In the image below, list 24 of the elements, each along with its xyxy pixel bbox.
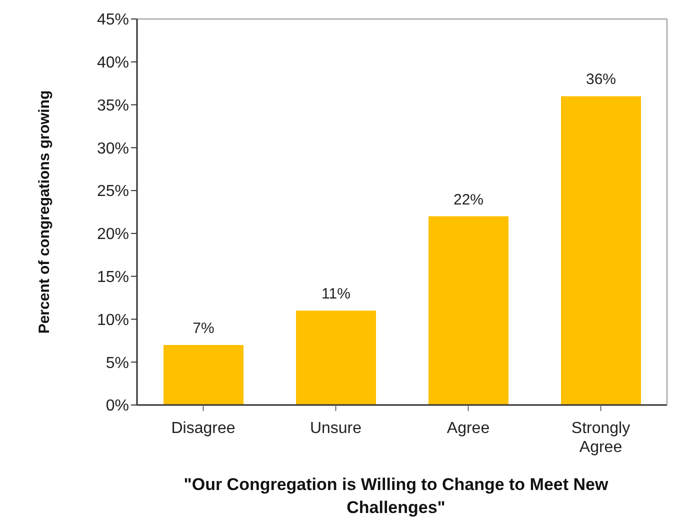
- y-tick-label: 20%: [96, 226, 129, 244]
- y-tick-label: 45%: [96, 12, 129, 29]
- y-tick-label: 10%: [96, 312, 129, 329]
- y-tick-label: 30%: [96, 140, 129, 158]
- y-tick-label: 0%: [106, 398, 129, 415]
- x-tick-label: Disagree: [171, 420, 236, 437]
- bar: [296, 310, 376, 405]
- x-tick-label: Agree: [446, 420, 490, 437]
- data-label: 11%: [322, 286, 350, 303]
- y-axis-title: Percent of congregations growing: [36, 90, 54, 334]
- y-tick-label: 5%: [106, 354, 129, 372]
- y-tick-label: 15%: [96, 269, 129, 286]
- data-label: 36%: [586, 71, 616, 88]
- data-label: 7%: [192, 320, 214, 337]
- y-tick-label: 35%: [96, 97, 129, 114]
- y-tick-label: 40%: [96, 54, 129, 72]
- y-tick-label: 25%: [96, 183, 129, 200]
- data-label: 22%: [453, 191, 484, 208]
- bar: [428, 216, 508, 405]
- x-tick-label: Unsure: [310, 420, 362, 437]
- bar: [561, 96, 641, 405]
- bar: [164, 344, 244, 405]
- x-tick-label: Strongly Agree: [571, 420, 630, 456]
- x-axis-title: "Our Congregation is Willing to Change to Meet New Challenges": [182, 474, 610, 519]
